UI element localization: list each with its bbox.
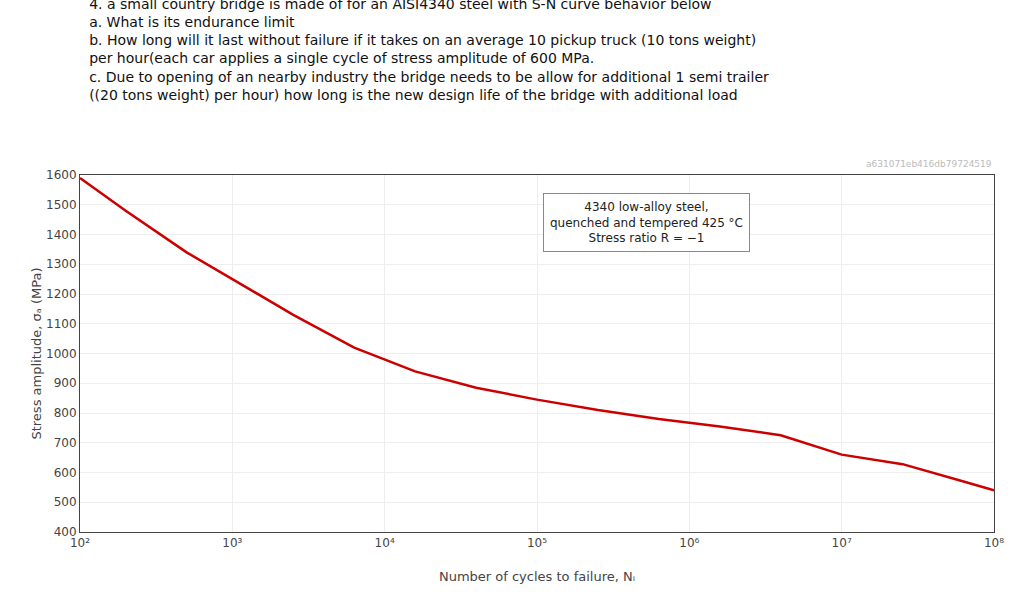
svg-text:700: 700: [54, 436, 77, 450]
svg-text:Number of cycles to failure, N: Number of cycles to failure, Nᵢ: [439, 569, 635, 584]
svg-text:1100: 1100: [46, 317, 77, 331]
svg-text:600: 600: [54, 466, 77, 480]
svg-text:4340 low-alloy steel,quenched: 4340 low-alloy steel,quenched and temper…: [550, 200, 743, 245]
svg-text:1000: 1000: [46, 347, 77, 361]
svg-text:1300: 1300: [46, 257, 77, 271]
svg-text:4. a small country bridge is m: 4. a small country bridge is made of for…: [89, 0, 769, 103]
svg-text:a631071eb416db79724519: a631071eb416db79724519: [866, 159, 992, 169]
svg-text:10³: 10³: [222, 536, 242, 550]
svg-text:10⁸: 10⁸: [984, 536, 1004, 550]
svg-text:Stress amplitude, σₐ (MPa): Stress amplitude, σₐ (MPa): [29, 267, 44, 439]
svg-text:500: 500: [54, 495, 77, 509]
svg-text:10⁶: 10⁶: [679, 536, 699, 550]
svg-text:1400: 1400: [46, 228, 77, 242]
svg-text:1600: 1600: [46, 168, 77, 182]
svg-text:1500: 1500: [46, 198, 77, 212]
svg-text:10⁵: 10⁵: [527, 536, 547, 550]
svg-text:1200: 1200: [46, 287, 77, 301]
svg-text:800: 800: [54, 406, 77, 420]
svg-text:900: 900: [54, 376, 77, 390]
svg-text:10⁷: 10⁷: [832, 536, 852, 550]
svg-text:10⁴: 10⁴: [375, 536, 395, 550]
svg-text:400: 400: [54, 525, 77, 539]
svg-text:10²: 10²: [70, 536, 90, 550]
